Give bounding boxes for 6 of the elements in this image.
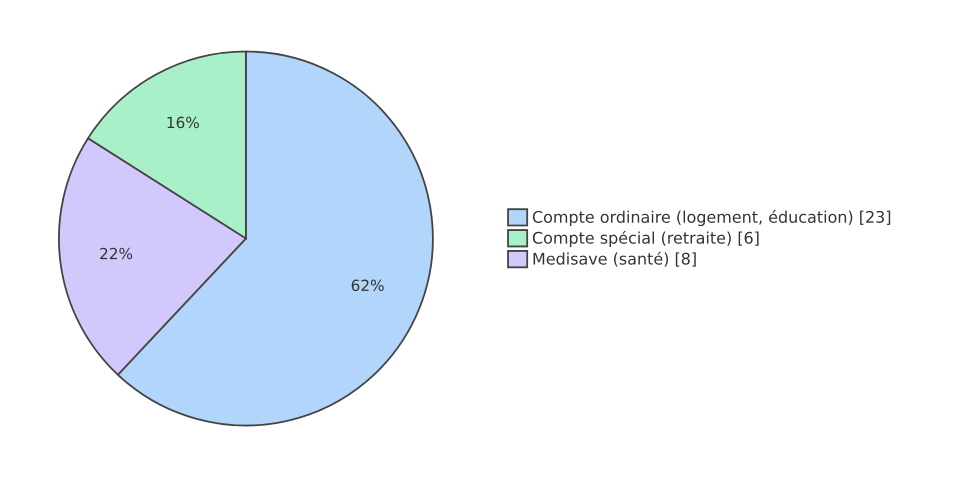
legend-label: Compte ordinaire (logement, éducation) [23] [532,210,890,226]
data-label: 62% [352,280,384,292]
data-label: 22% [100,248,132,260]
data-label: 16% [168,116,199,128]
legend-label: Compte spécial (retraite) [6] [532,230,759,247]
legend-label: Medisave (santé) [8] [534,252,696,267]
